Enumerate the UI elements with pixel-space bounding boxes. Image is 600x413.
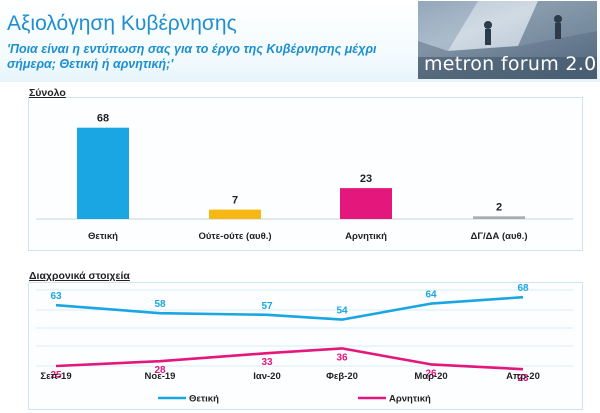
bar-value-label: 2 [496,201,502,213]
bar-3 [340,188,392,219]
bar-category-label: Ούτε-ούτε (αυθ.) [198,231,271,242]
header: Αξιολόγηση Κυβέρνησης 'Ποια είναι η εντύ… [0,0,600,82]
bar-category-label: Αρνητική [345,231,387,242]
line-chart: 63 58 57 54 64 68 25 28 33 36 26 23 Σεπ-19 Νοε-19 Ιαν-… [36,283,573,405]
line-value-label: 57 [261,301,273,312]
legend-label-1: Θετική [189,394,219,405]
line-value-label: 23 [517,373,529,384]
line-value-label: 54 [336,306,348,317]
logo-text: metron forum 2.0 [424,53,597,75]
x-tick-label: Μαρ-20 [414,371,447,382]
line-chart-title: Διαχρονικά στοιχεία [29,270,130,282]
line-value-label: 58 [154,299,166,310]
bar-value-label: 23 [360,173,372,185]
line-value-label: 68 [517,283,529,294]
page-title: Αξιολόγηση Κυβέρνησης [7,12,237,35]
bar-chart-title: Σύνολο [29,87,66,99]
bar-category-label: ΔΓ/ΔΑ (αυθ.) [471,231,528,242]
line-value-label: 26 [425,368,437,379]
x-tick-label: Απρ-20 [506,371,540,382]
x-tick-label: Φεβ-20 [326,371,358,382]
line-value-label: 36 [336,352,348,363]
x-tick-label: Ιαν-20 [253,371,281,382]
bar-category-label: Θετική [88,231,118,242]
line-value-label: 28 [154,365,166,376]
line-value-label: 63 [50,291,62,302]
bar-value-label: 7 [232,195,238,207]
bar-1 [77,127,129,219]
x-tick-label: Νοε-19 [145,371,176,382]
x-tick-label: Σεπ-19 [40,371,71,382]
series-line-2 [55,347,524,371]
bar-value-label: 68 [97,113,109,125]
legend-label-2: Αρνητική [389,394,431,405]
bar-2 [209,209,261,219]
metron-forum-logo: metron forum 2.0 [418,1,597,79]
bar-chart: 68 Θετική 7 Ούτε-ούτε (αυθ.) 23 Αρνητική 2 ΔΓ/Δ… [36,113,573,242]
bar-4 [473,216,525,219]
series-line-1 [55,295,524,321]
logo-photo [418,1,597,79]
line-value-label: 64 [425,290,437,301]
line-value-label: 25 [50,370,62,381]
survey-question: 'Ποια είναι η εντύπωση σας για το έργο τ… [7,42,377,71]
line-value-label: 33 [261,357,273,368]
